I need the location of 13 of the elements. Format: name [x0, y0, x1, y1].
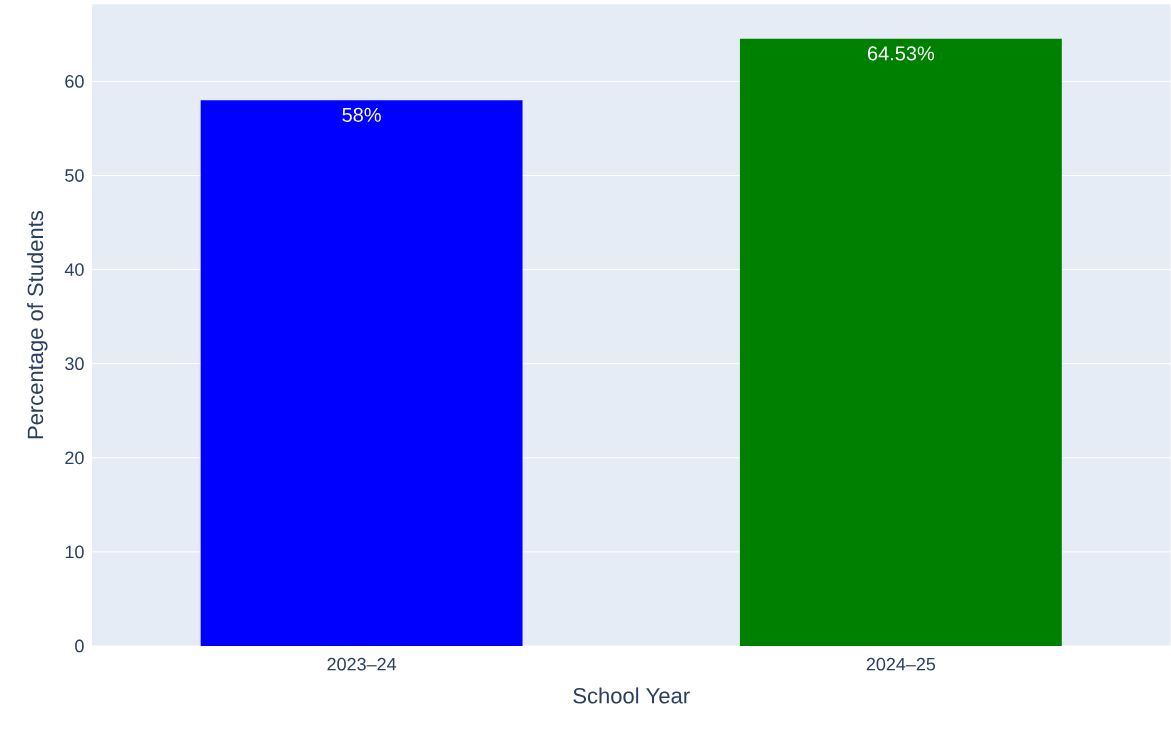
- y-tick-label: 0: [75, 639, 84, 653]
- y-tick-label: 60: [65, 75, 84, 88]
- y-tick-label: 10: [65, 545, 84, 559]
- data-label: 64.53%: [867, 46, 935, 61]
- data-label: 58%: [342, 107, 381, 122]
- x-axis-title: School Year: [573, 687, 690, 704]
- x-tick-label: 2023–24: [327, 657, 397, 671]
- y-tick-label: 20: [65, 451, 84, 465]
- y-axis-title: Percentage of Students: [27, 211, 48, 439]
- y-tick-label: 30: [65, 357, 84, 371]
- x-tick-label: 2024–25: [866, 657, 936, 671]
- y-tick-label: 50: [65, 169, 84, 182]
- y-tick-label: 40: [64, 263, 84, 276]
